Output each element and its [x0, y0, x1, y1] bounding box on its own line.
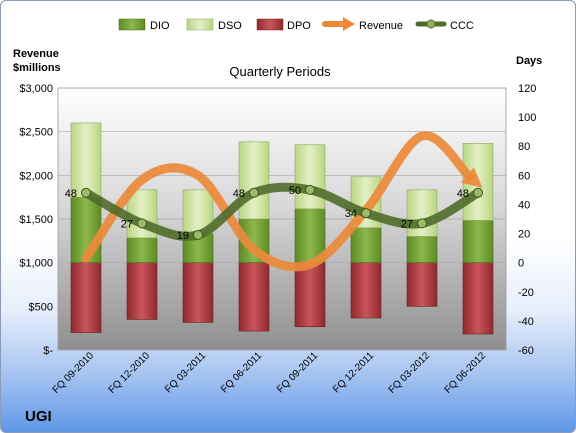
left-tick-label: $500 — [29, 301, 53, 313]
bar-dio — [350, 227, 382, 263]
legend-item-revenue: Revenue — [322, 17, 403, 32]
revenue-line-path — [81, 131, 474, 272]
left-axis-title-line1: Revenue — [13, 48, 59, 60]
x-tick-label: FQ 12-2011 — [331, 350, 376, 395]
legend-item-dio: DIO — [118, 18, 170, 32]
bar-dio — [126, 237, 158, 263]
left-tick-label: $2,000 — [19, 170, 53, 182]
bar-dpo — [294, 262, 326, 328]
bar-dpo — [70, 262, 102, 333]
ccc-data-label: 27 — [121, 218, 133, 230]
bar-dpo — [462, 262, 494, 335]
x-axis: FQ 09-2010 FQ 12-2010 FQ 03-2011 FQ 06-2011… — [51, 350, 489, 396]
right-tick-label: 120 — [518, 83, 536, 95]
right-axis: -60 -40 -20 0 20 40 60 80 100 120 — [518, 83, 536, 357]
chart-title: Quarterly Periods — [229, 64, 331, 79]
ccc-point — [193, 230, 203, 241]
legend-item-dso: DSO — [186, 18, 242, 32]
left-tick-label: $1,500 — [19, 214, 53, 226]
right-tick-label: -40 — [518, 316, 534, 328]
bar-dio — [406, 236, 438, 263]
legend-label-ccc: CCC — [450, 20, 474, 32]
bar-dpo — [182, 262, 214, 323]
ccc-data-label: 48 — [233, 188, 245, 200]
company-label: UGI — [25, 408, 52, 425]
left-axis: $- $500 $1,000 $1,500 $2,000 $2,500 $3,000 — [19, 83, 53, 357]
ccc-series: 48 27 19 48 50 34 27 48 — [65, 182, 483, 242]
right-tick-label: 20 — [518, 229, 530, 241]
bar-dpo — [126, 262, 158, 320]
ccc-point — [417, 218, 427, 229]
right-tick-label: 0 — [518, 258, 524, 270]
ccc-data-label: 48 — [457, 188, 469, 200]
legend: DIO DSO DPO Revenue CCC — [118, 17, 474, 32]
right-tick-label: 80 — [518, 141, 530, 153]
bar-dso — [294, 144, 326, 210]
x-tick-label: FQ 03-2011 — [163, 350, 208, 395]
right-axis-title: Days — [516, 55, 542, 67]
ccc-data-label: 19 — [177, 230, 189, 242]
ccc-data-label: 34 — [345, 208, 357, 220]
left-tick-label: $2,500 — [19, 127, 53, 139]
left-tick-label: $- — [43, 345, 53, 357]
left-tick-label: $3,000 — [19, 83, 53, 95]
x-tick-label: FQ 03-2012 — [387, 350, 433, 396]
right-tick-label: 40 — [518, 199, 530, 211]
bar-dpo — [350, 262, 382, 319]
ccc-point — [305, 184, 315, 195]
legend-label-revenue: Revenue — [359, 20, 403, 32]
right-tick-label: 100 — [518, 112, 536, 124]
left-tick-label: $1,000 — [19, 258, 53, 270]
ccc-data-label: 50 — [289, 185, 301, 197]
bar-dso — [238, 141, 270, 220]
ccc-point — [361, 208, 371, 219]
ccc-point — [473, 187, 483, 198]
legend-label-dso: DSO — [218, 20, 242, 32]
right-tick-label: 60 — [518, 170, 530, 182]
bar-dio — [462, 220, 494, 263]
x-tick-label: FQ 09-2011 — [275, 350, 320, 395]
bar-dso — [406, 189, 438, 237]
left-axis-title-line2: $millions — [13, 62, 61, 74]
bar-dpo — [406, 262, 438, 307]
x-tick-label: FQ 06-2011 — [219, 350, 264, 395]
legend-item-ccc: CCC — [415, 19, 474, 32]
legend-item-dpo: DPO — [256, 18, 311, 32]
ccc-point — [249, 187, 259, 198]
x-tick-label: FQ 12-2010 — [107, 350, 153, 396]
bar-dso — [70, 122, 102, 198]
bar-dpo — [238, 262, 270, 332]
ccc-data-label: 48 — [65, 188, 77, 200]
ccc-data-label: 27 — [401, 218, 413, 230]
ccc-point — [137, 218, 147, 229]
legend-label-dio: DIO — [150, 20, 170, 32]
revenue-arrowhead — [460, 167, 483, 188]
right-tick-label: -60 — [518, 345, 534, 357]
legend-label-dpo: DPO — [287, 20, 311, 32]
x-tick-label: FQ 09-2010 — [51, 350, 97, 396]
revenue-series — [81, 131, 483, 272]
right-tick-label: -20 — [518, 287, 534, 299]
x-tick-label: FQ 06-2012 — [443, 350, 489, 396]
ccc-point — [81, 187, 91, 198]
